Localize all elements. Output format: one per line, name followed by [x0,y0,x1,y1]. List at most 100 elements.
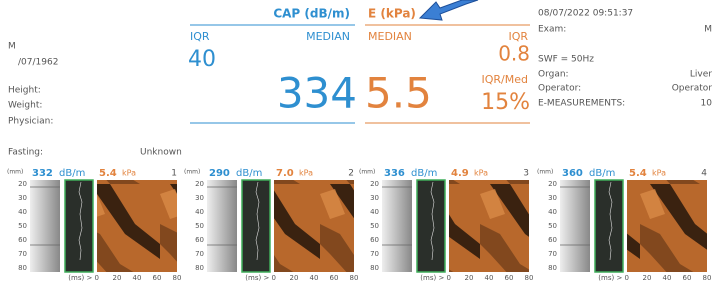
x-tick-label: (ms) > 0 [68,274,99,282]
cap-title: CAP (dB/m) [273,7,350,21]
y-tick-label: 40 [195,208,204,216]
y-tick-label: 60 [370,236,379,244]
e-unit: kPa [652,169,666,178]
x-tick-label: 20 [113,274,122,282]
measurements-label: E-MEASUREMENTS: [538,99,625,109]
e-ratio: 15% [481,90,530,115]
y-tick-label: 40 [370,208,379,216]
cap-median-label: MEDIAN [306,30,350,43]
a-mode [560,180,590,272]
e-unit: kPa [474,169,488,178]
cap-unit: dB/m [59,168,85,179]
y-tick-label: 40 [548,208,557,216]
a-mode [382,180,412,272]
y-tick-label: 20 [370,180,379,188]
y-tick-label: 50 [548,222,557,230]
elastogram [97,180,177,272]
y-tick-label: 60 [548,236,557,244]
e-value: 7.0 [276,168,294,179]
fasting: Fasting: [8,148,43,158]
y-tick-label: 70 [548,250,557,258]
x-tick-label: (ms) > 0 [598,274,629,282]
panel-index: 3 [523,169,529,179]
cap-value: 332 [32,168,53,179]
physician: Physician: [8,117,53,127]
y-tick-label: 30 [548,194,557,202]
y-tick-label: 50 [195,222,204,230]
elastogram [627,180,707,272]
e-value: 5.4 [629,168,647,179]
cap-value: 290 [209,168,230,179]
y-tick-label: 30 [18,194,27,202]
e-title: E (kPa) [368,7,416,21]
panel-index: 2 [348,169,354,179]
y-tick-label: 20 [195,180,204,188]
swf: SWF = 50Hz [538,55,594,65]
y-tick-label: 30 [195,194,204,202]
y-tick-label: 70 [195,250,204,258]
cap-unit: dB/m [589,168,615,179]
cap-median: 334 [277,69,357,118]
organ-label: Organ: [538,70,569,80]
y-tick-label: 60 [18,236,27,244]
depth-unit: (mm) [184,169,200,176]
x-tick-label: (ms) > 0 [245,274,276,282]
cap-iqr-label: IQR [190,30,210,43]
exam-value: M [704,25,712,35]
elastogram [449,180,529,272]
y-tick-label: 20 [548,180,557,188]
x-tick-label: (ms) > 0 [420,274,451,282]
cap-unit: dB/m [236,168,262,179]
panel-index: 4 [701,169,707,179]
y-tick-label: 50 [18,222,27,230]
cap-value: 360 [562,168,583,179]
x-tick-label: 80 [173,274,182,282]
y-tick-label: 80 [548,264,557,272]
x-tick-label: 40 [485,274,494,282]
elastogram [274,180,354,272]
m-mode [65,180,93,272]
y-tick-label: 80 [370,264,379,272]
y-tick-label: 80 [18,264,27,272]
operator: Operator [672,84,713,94]
y-tick-label: 70 [370,250,379,258]
x-tick-label: 20 [643,274,652,282]
cap-unit: dB/m [411,168,437,179]
x-tick-label: 80 [525,274,534,282]
e-iqr: 0.8 [498,42,530,66]
e-unit: kPa [122,169,136,178]
e-median-label: MEDIAN [368,30,412,43]
y-tick-label: 70 [18,250,27,258]
report: M /07/1962 Height: Weight: Physician: Fa… [0,0,715,283]
fasting-value: Unknown [140,148,182,158]
x-tick-label: 60 [505,274,514,282]
y-tick-label: 50 [370,222,379,230]
panel-index: 1 [171,169,177,179]
x-tick-label: 20 [465,274,474,282]
cap-iqr: 40 [188,47,216,72]
depth-unit: (mm) [359,169,375,176]
m-mode [242,180,270,272]
depth-unit: (mm) [7,169,23,176]
y-tick-label: 20 [18,180,27,188]
e-ratio-label: IQR/Med [482,73,529,86]
y-tick-label: 60 [195,236,204,244]
e-unit: kPa [299,169,313,178]
e-median: 5.5 [365,69,432,118]
dob: /07/1962 [18,58,58,68]
x-tick-label: 80 [350,274,359,282]
x-tick-label: 40 [663,274,672,282]
m-mode [595,180,623,272]
datetime: 08/07/2022 09:51:37 [538,9,633,19]
x-tick-label: 60 [153,274,162,282]
a-mode [30,180,60,272]
e-value: 4.9 [451,168,469,179]
a-mode [207,180,237,272]
depth-unit: (mm) [537,169,553,176]
weight: Weight: [8,101,42,111]
x-tick-label: 20 [290,274,299,282]
x-tick-label: 40 [310,274,319,282]
sex: M [8,42,16,52]
y-tick-label: 40 [18,208,27,216]
y-tick-label: 30 [370,194,379,202]
